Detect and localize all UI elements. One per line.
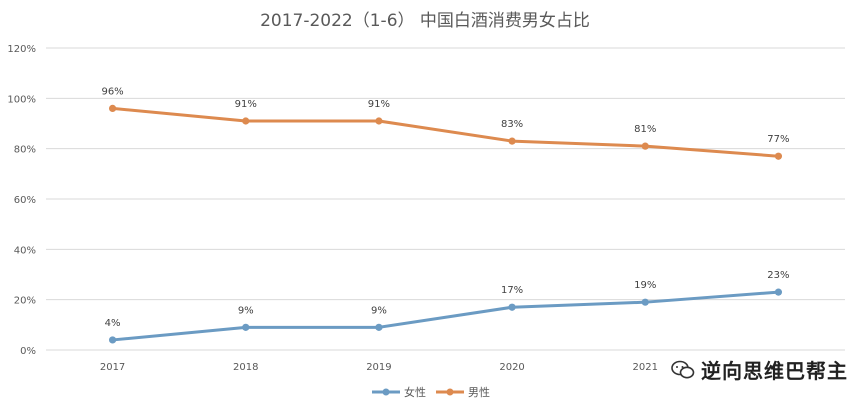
- data-point: [508, 303, 516, 311]
- data-label: 81%: [634, 124, 656, 135]
- data-label: 91%: [368, 99, 390, 110]
- series-male: 96% 91% 91% 83% 81% 77%: [101, 86, 790, 160]
- y-tick-label: 80%: [14, 145, 36, 156]
- data-point: [108, 104, 117, 112]
- series-female: 4% 9% 9% 17% 19% 23%: [105, 270, 790, 344]
- y-tick-label: 0%: [20, 346, 36, 357]
- legend: 女性 男性: [372, 385, 490, 399]
- series-group: 4% 9% 9% 17% 19% 23% 96% 91% 91% 83% 81% 77%: [101, 86, 790, 344]
- x-tick-label: 2018: [233, 362, 258, 373]
- data-label: 9%: [371, 305, 387, 316]
- data-label: 4%: [105, 318, 121, 329]
- data-point: [242, 117, 250, 125]
- data-label: 23%: [767, 270, 789, 281]
- data-point: [641, 142, 649, 150]
- data-label: 91%: [235, 99, 257, 110]
- data-point: [774, 152, 783, 160]
- legend-marker: [446, 388, 454, 396]
- legend-marker: [382, 388, 390, 396]
- data-point: [108, 336, 117, 344]
- y-tick-label: 20%: [14, 296, 36, 307]
- data-point: [375, 323, 383, 331]
- data-point: [508, 137, 516, 145]
- chart-title: 2017-2022（1-6） 中国白酒消费男女占比: [260, 11, 590, 31]
- series-line: [112, 290, 779, 342]
- data-label: 9%: [238, 305, 254, 316]
- wechat-icon: [671, 360, 695, 378]
- y-tick-label: 60%: [14, 195, 36, 206]
- y-axis: 0% 20% 40% 60% 80% 100% 120%: [7, 44, 36, 357]
- data-point: [774, 288, 783, 296]
- series-line: [112, 106, 779, 158]
- data-label: 77%: [767, 134, 789, 145]
- data-point: [641, 298, 649, 306]
- watermark-text: 逆向思维巴帮主: [701, 359, 848, 383]
- y-tick-label: 120%: [7, 44, 36, 55]
- data-label: 83%: [501, 119, 523, 130]
- y-tick-label: 100%: [7, 94, 36, 105]
- legend-item: 女性: [372, 385, 426, 399]
- watermark: 逆向思维巴帮主: [667, 353, 852, 386]
- legend-label: 女性: [404, 385, 426, 399]
- x-tick-label: 2020: [499, 362, 524, 373]
- legend-label: 男性: [468, 385, 490, 399]
- data-label: 17%: [501, 285, 523, 296]
- data-point: [242, 323, 250, 331]
- legend-item: 男性: [436, 385, 490, 399]
- data-label: 96%: [101, 86, 123, 97]
- grid: [46, 47, 845, 351]
- x-tick-label: 2019: [366, 362, 391, 373]
- x-tick-label: 2021: [633, 362, 658, 373]
- y-tick-label: 40%: [14, 245, 36, 256]
- data-label: 19%: [634, 280, 656, 291]
- x-tick-label: 2017: [100, 362, 125, 373]
- data-point: [375, 117, 383, 125]
